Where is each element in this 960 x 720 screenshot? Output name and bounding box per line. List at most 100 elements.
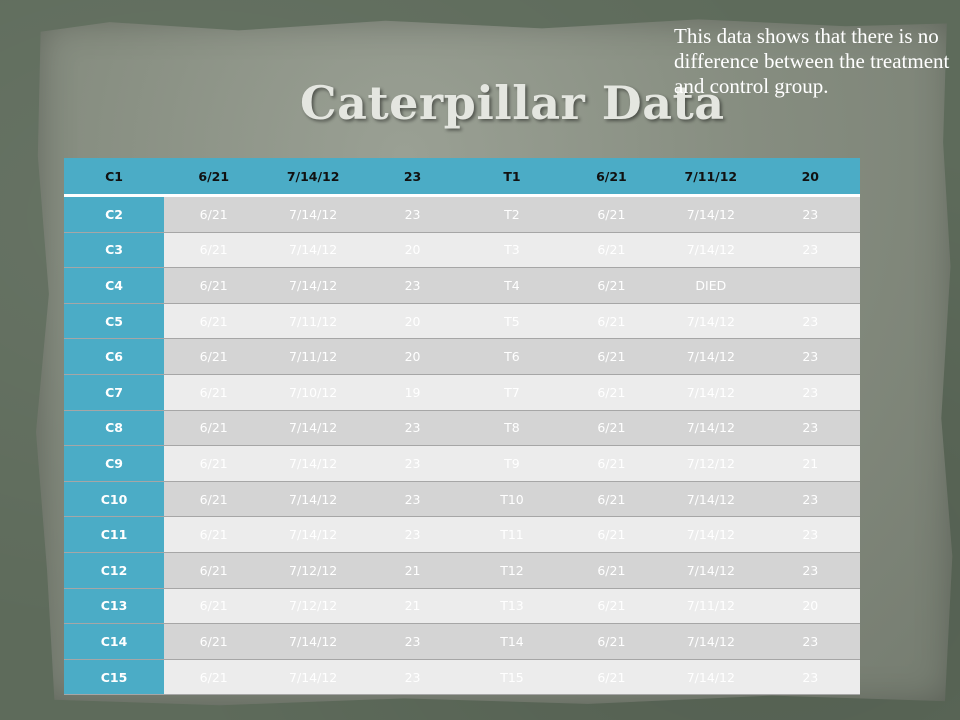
- control-start-date-cell: 6/21: [164, 410, 264, 447]
- table-row: C15 6/21 7/14/12 23 T15 6/21 7/14/12 23: [64, 659, 860, 696]
- treatment-start-date-cell: 6/21: [561, 303, 662, 340]
- conclusion-note: This data shows that there is no differe…: [674, 24, 950, 98]
- control-days-cell: 23: [362, 267, 463, 304]
- control-end-date-cell: 7/12/12: [263, 588, 363, 625]
- treatment-end-date-cell: 7/14/12: [661, 623, 761, 660]
- treatment-end-date-cell: 7/14/12: [661, 338, 761, 375]
- table-row: C10 6/21 7/14/12 23 T10 6/21 7/14/12 23: [64, 481, 860, 518]
- treatment-start-date-cell: 6/21: [561, 410, 662, 447]
- caterpillar-data-table: C1 6/21 7/14/12 23 T1 6/21 7/11/12 20 C2 6/21 7/14…: [64, 158, 860, 696]
- table-row: C5 6/21 7/11/12 20 T5 6/21 7/14/12 23: [64, 303, 860, 340]
- control-id-cell: C7: [64, 374, 164, 411]
- control-end-date-cell: 7/14/12: [263, 516, 363, 553]
- treatment-id-cell: T13: [462, 588, 562, 625]
- table-row: C11 6/21 7/14/12 23 T11 6/21 7/14/12 23: [64, 516, 860, 553]
- table-row: C13 6/21 7/12/12 21 T13 6/21 7/11/12 20: [64, 588, 860, 625]
- control-id-cell: C10: [64, 481, 164, 518]
- control-id-cell: C8: [64, 410, 164, 447]
- treatment-days-cell: 23: [760, 623, 860, 660]
- treatment-start-date-cell: 6/21: [561, 516, 662, 553]
- control-id-cell: C6: [64, 338, 164, 375]
- treatment-end-date-cell: 7/14/12: [661, 481, 761, 518]
- treatment-id-cell: T12: [462, 552, 562, 589]
- treatment-start-date-cell: 6/21: [561, 158, 662, 197]
- control-id-cell: C9: [64, 445, 164, 482]
- control-id-cell: C5: [64, 303, 164, 340]
- control-end-date-cell: 7/14/12: [263, 445, 363, 482]
- treatment-days-cell: 21: [760, 445, 860, 482]
- table-row: C2 6/21 7/14/12 23 T2 6/21 7/14/12 23: [64, 195, 860, 233]
- control-start-date-cell: 6/21: [164, 303, 264, 340]
- control-days-cell: 23: [362, 516, 463, 553]
- control-days-cell: 23: [362, 659, 463, 696]
- treatment-id-cell: T3: [462, 232, 562, 269]
- control-days-cell: 20: [362, 232, 463, 269]
- control-end-date-cell: 7/11/12: [263, 303, 363, 340]
- control-start-date-cell: 6/21: [164, 195, 264, 233]
- control-end-date-cell: 7/14/12: [263, 623, 363, 660]
- control-start-date-cell: 6/21: [164, 623, 264, 660]
- treatment-days-cell: 20: [760, 158, 860, 197]
- treatment-end-date-cell: 7/11/12: [661, 588, 761, 625]
- table-row: C9 6/21 7/14/12 23 T9 6/21 7/12/12 21: [64, 445, 860, 482]
- treatment-days-cell: 23: [760, 232, 860, 269]
- treatment-days-cell: 23: [760, 659, 860, 696]
- treatment-id-cell: T15: [462, 659, 562, 696]
- treatment-days-cell: 20: [760, 588, 860, 625]
- control-id-cell: C2: [64, 195, 164, 233]
- treatment-end-date-cell: 7/12/12: [661, 445, 761, 482]
- control-start-date-cell: 6/21: [164, 338, 264, 375]
- treatment-id-cell: T11: [462, 516, 562, 553]
- control-start-date-cell: 6/21: [164, 158, 264, 197]
- control-end-date-cell: 7/14/12: [263, 481, 363, 518]
- treatment-id-cell: T1: [462, 158, 562, 197]
- treatment-id-cell: T14: [462, 623, 562, 660]
- treatment-end-date-cell: DIED: [661, 267, 761, 304]
- treatment-days-cell: 23: [760, 195, 860, 233]
- control-start-date-cell: 6/21: [164, 481, 264, 518]
- treatment-start-date-cell: 6/21: [561, 338, 662, 375]
- control-start-date-cell: 6/21: [164, 445, 264, 482]
- control-days-cell: 23: [362, 445, 463, 482]
- treatment-start-date-cell: 6/21: [561, 195, 662, 233]
- treatment-start-date-cell: 6/21: [561, 623, 662, 660]
- control-end-date-cell: 7/14/12: [263, 158, 363, 197]
- control-start-date-cell: 6/21: [164, 232, 264, 269]
- control-days-cell: 23: [362, 410, 463, 447]
- treatment-end-date-cell: 7/14/12: [661, 516, 761, 553]
- treatment-days-cell: 23: [760, 516, 860, 553]
- control-end-date-cell: 7/12/12: [263, 552, 363, 589]
- treatment-start-date-cell: 6/21: [561, 445, 662, 482]
- table-row: C4 6/21 7/14/12 23 T4 6/21 DIED: [64, 267, 860, 304]
- table-row: C8 6/21 7/14/12 23 T8 6/21 7/14/12 23: [64, 410, 860, 447]
- treatment-id-cell: T10: [462, 481, 562, 518]
- treatment-id-cell: T7: [462, 374, 562, 411]
- control-id-cell: C13: [64, 588, 164, 625]
- treatment-days-cell: 23: [760, 481, 860, 518]
- control-start-date-cell: 6/21: [164, 588, 264, 625]
- treatment-days-cell: 23: [760, 374, 860, 411]
- treatment-days-cell: 23: [760, 303, 860, 340]
- control-days-cell: 21: [362, 552, 463, 589]
- treatment-start-date-cell: 6/21: [561, 481, 662, 518]
- slide-title: Caterpillar Data: [300, 76, 725, 130]
- treatment-id-cell: T5: [462, 303, 562, 340]
- control-days-cell: 23: [362, 623, 463, 660]
- control-start-date-cell: 6/21: [164, 267, 264, 304]
- treatment-end-date-cell: 7/14/12: [661, 374, 761, 411]
- treatment-id-cell: T6: [462, 338, 562, 375]
- control-id-cell: C3: [64, 232, 164, 269]
- control-end-date-cell: 7/14/12: [263, 659, 363, 696]
- treatment-id-cell: T8: [462, 410, 562, 447]
- control-id-cell: C11: [64, 516, 164, 553]
- treatment-end-date-cell: 7/14/12: [661, 195, 761, 233]
- treatment-end-date-cell: 7/11/12: [661, 158, 761, 197]
- control-id-cell: C14: [64, 623, 164, 660]
- control-id-cell: C4: [64, 267, 164, 304]
- control-end-date-cell: 7/14/12: [263, 410, 363, 447]
- control-days-cell: 20: [362, 338, 463, 375]
- control-end-date-cell: 7/10/12: [263, 374, 363, 411]
- control-start-date-cell: 6/21: [164, 552, 264, 589]
- control-id-cell: C12: [64, 552, 164, 589]
- table-row: C7 6/21 7/10/12 19 T7 6/21 7/14/12 23: [64, 374, 860, 411]
